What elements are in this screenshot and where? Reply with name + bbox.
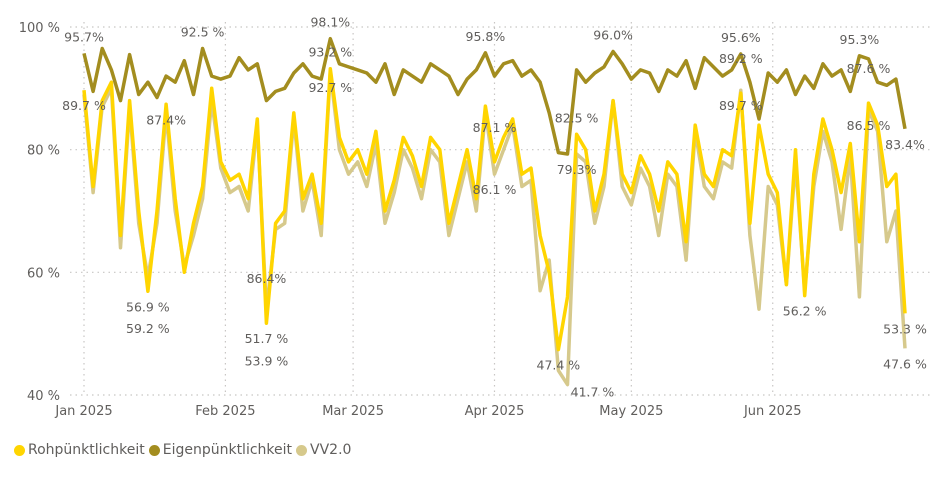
y-tick-label: 60 % bbox=[27, 266, 60, 281]
data-label: 86.1 % bbox=[473, 182, 517, 197]
data-label: 82.5 % bbox=[555, 110, 599, 125]
data-label: 95.7% bbox=[64, 29, 104, 44]
legend-item-eigenpuenktlichkeit[interactable]: Eigenpünktlichkeit bbox=[148, 442, 293, 458]
legend: Rohpünktlichkeit Eigenpünktlichkeit VV2.… bbox=[14, 442, 355, 458]
data-label: 47.6 % bbox=[883, 356, 927, 371]
legend-label: VV2.0 bbox=[310, 442, 352, 458]
legend-label: Rohpünktlichkeit bbox=[28, 442, 145, 458]
x-tick-label: Feb 2025 bbox=[195, 404, 255, 419]
y-tick-label: 80 % bbox=[27, 144, 60, 159]
data-label: 53.9 % bbox=[245, 354, 289, 369]
data-label: 89.7 % bbox=[62, 98, 106, 113]
data-label: 51.7 % bbox=[245, 331, 289, 346]
legend-item-vv20[interactable]: VV2.0 bbox=[296, 442, 351, 458]
data-label: 95.3% bbox=[840, 32, 880, 47]
data-label: 87.4% bbox=[146, 112, 186, 127]
data-label: 87.1 % bbox=[473, 120, 517, 135]
data-label: 92.5 % bbox=[181, 24, 225, 39]
data-label: 87.6 % bbox=[847, 61, 891, 76]
data-label: 41.7 % bbox=[571, 385, 615, 400]
data-label: 86.4% bbox=[247, 271, 287, 286]
series-line-rohp-nktlichkeit bbox=[82, 66, 907, 352]
series-line-eigenp-nktlichkeit bbox=[82, 36, 907, 156]
data-label: 93.2 % bbox=[308, 45, 352, 60]
data-label: 53.3 % bbox=[883, 321, 927, 336]
series-line-vv2-0 bbox=[82, 70, 907, 387]
x-axis: Jan 2025 Feb 2025 Mar 2025 Apr 2025 May 2025… bbox=[54, 404, 801, 419]
data-label: 83.4% bbox=[885, 137, 925, 152]
legend-dot-icon bbox=[14, 444, 25, 456]
series-lines bbox=[82, 36, 907, 387]
y-tick-label: 40 % bbox=[27, 389, 60, 404]
data-label: 95.8% bbox=[466, 29, 506, 44]
data-label: 59.2 % bbox=[126, 321, 170, 336]
data-label: 56.2 % bbox=[783, 304, 827, 319]
data-label: 86.5 % bbox=[847, 118, 891, 133]
legend-dot-icon bbox=[296, 444, 308, 456]
data-label: 92.7 % bbox=[308, 80, 352, 95]
legend-item-rohpuenktlichkeit[interactable]: Rohpünktlichkeit bbox=[14, 442, 145, 458]
data-labels: 95.7% 89.7 % 87.4% 56.9 % 59.2 % 92.5 % 86.4% 5… bbox=[62, 15, 927, 400]
x-tick-label: Jan 2025 bbox=[54, 404, 112, 419]
data-label: 47.4 % bbox=[537, 358, 581, 373]
x-tick-label: Apr 2025 bbox=[465, 404, 525, 419]
data-label: 89.7 % bbox=[719, 98, 763, 113]
x-tick-label: Jun 2025 bbox=[743, 404, 802, 419]
y-tick-label: 100 % bbox=[19, 21, 60, 36]
legend-label: Eigenpünktlichkeit bbox=[162, 442, 293, 458]
legend-dot-icon bbox=[148, 444, 160, 456]
data-label: 98.1% bbox=[310, 15, 350, 30]
x-tick-label: May 2025 bbox=[599, 404, 663, 419]
data-label: 89.2 % bbox=[719, 51, 763, 66]
data-label: 95.6% bbox=[721, 30, 761, 45]
data-label: 56.9 % bbox=[126, 299, 170, 314]
y-axis: 100 % 80 % 60 % 40 % bbox=[19, 21, 60, 404]
x-tick-label: Mar 2025 bbox=[322, 404, 384, 419]
data-label: 96.0% bbox=[593, 28, 633, 43]
data-label: 79.3% bbox=[557, 162, 597, 177]
